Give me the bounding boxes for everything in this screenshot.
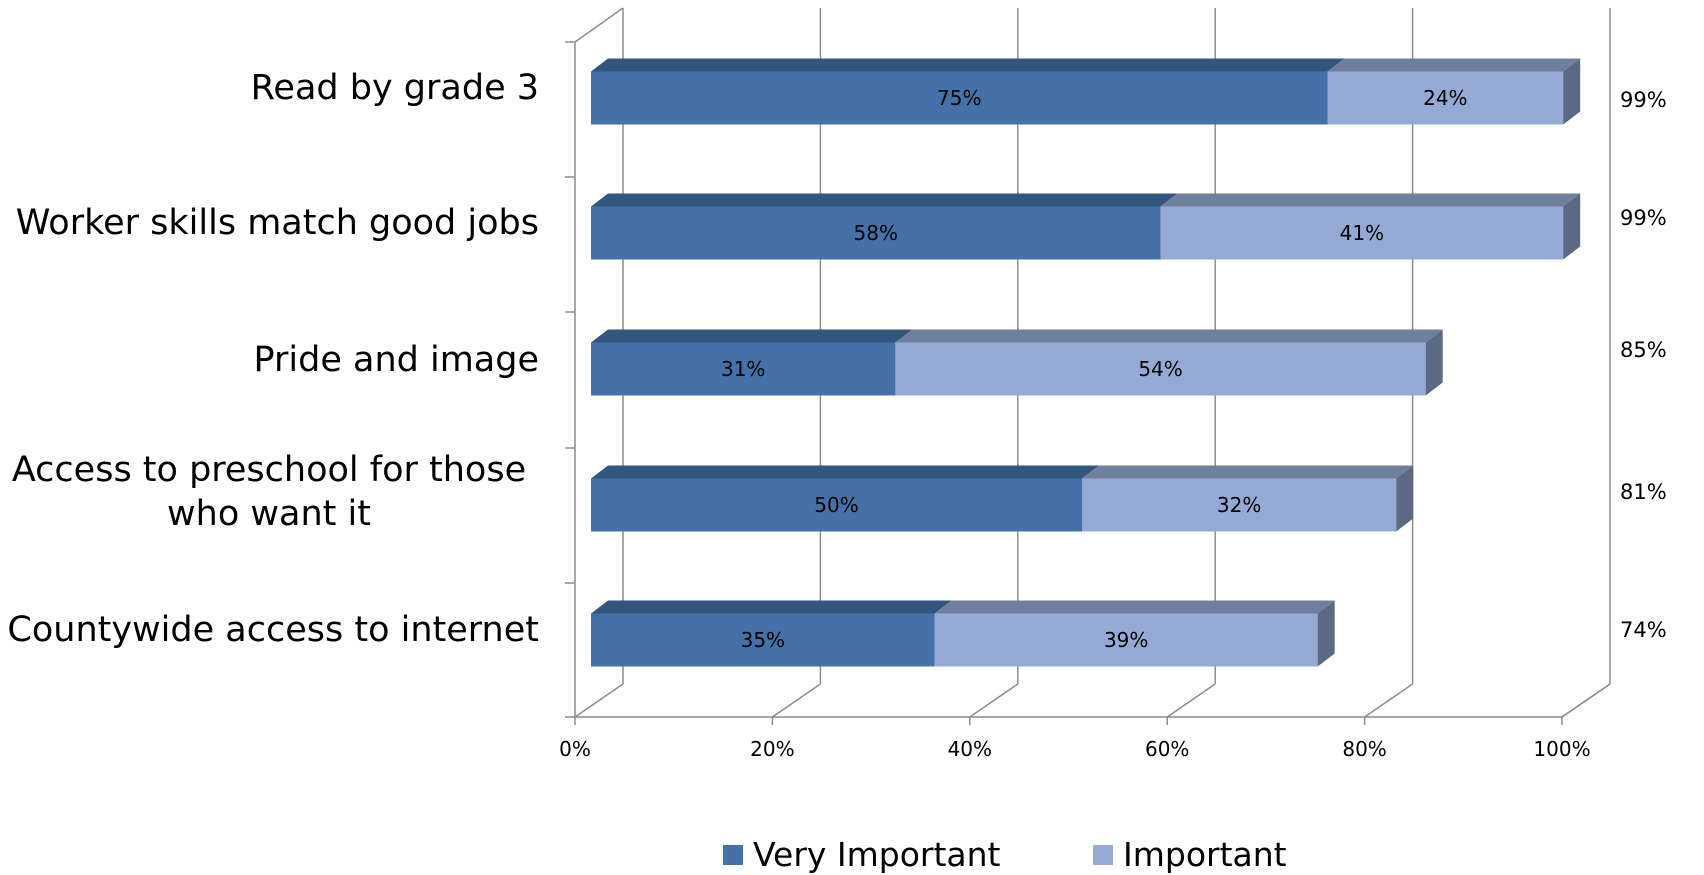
data-label: 39%	[1104, 628, 1148, 652]
bar-important	[1082, 478, 1397, 532]
gridline-floor	[771, 683, 821, 718]
x-tick-label: 60%	[1145, 737, 1189, 761]
legend-label-very-important: Very Important	[753, 835, 1001, 874]
x-axis-ticks: 0% 20% 40% 60% 80% 100%	[559, 737, 1590, 761]
data-label: 54%	[1138, 357, 1182, 381]
x-tick-label: 20%	[750, 737, 794, 761]
legend-swatch-very-important	[723, 844, 743, 865]
legend: Very Important Important	[0, 835, 1704, 875]
data-label: 50%	[814, 493, 858, 517]
total-label: 85%	[1620, 338, 1667, 362]
gridline-floor	[1166, 683, 1216, 718]
bar-side	[1563, 58, 1581, 125]
bar-very-important	[591, 342, 896, 396]
bar-top-very-important	[591, 329, 913, 343]
gridline-floor	[969, 683, 1019, 718]
total-label: 99%	[1620, 88, 1667, 112]
category-label: Countywide access to internet	[7, 610, 539, 650]
bar-important	[1327, 71, 1564, 125]
bar-top-important	[1082, 465, 1414, 479]
category-label: Worker skills match good jobs	[15, 203, 539, 243]
data-label: 24%	[1423, 86, 1467, 110]
bar-top-important	[1160, 193, 1581, 207]
bar-top-very-important	[591, 193, 1178, 207]
data-label: 32%	[1217, 493, 1261, 517]
legend-item-very-important: Very Important	[723, 835, 1001, 874]
data-label: 75%	[937, 86, 981, 110]
category-label: Read by grade 3	[250, 68, 539, 108]
total-label: 99%	[1620, 206, 1667, 230]
bar-important	[895, 342, 1426, 396]
x-tick-label: 40%	[948, 737, 992, 761]
data-label: 35%	[741, 628, 785, 652]
bar-top-important	[934, 600, 1335, 614]
bar-very-important	[591, 478, 1082, 532]
x-tick-label: 0%	[559, 737, 591, 761]
bar-side	[1396, 465, 1414, 532]
bar-side	[1425, 329, 1443, 396]
x-tick-label: 80%	[1342, 737, 1386, 761]
bar-top-important	[895, 329, 1443, 343]
data-label: 31%	[721, 357, 765, 381]
bar-top-very-important	[591, 58, 1345, 72]
wall-top-edge	[574, 7, 624, 43]
total-label: 74%	[1620, 618, 1667, 642]
bar-very-important	[591, 206, 1161, 260]
data-label: 41%	[1340, 221, 1384, 245]
bar-important	[934, 613, 1318, 667]
bar-important	[1160, 206, 1564, 260]
bar-side	[1317, 600, 1335, 667]
bars: 75% 24% 58% 41% 31% 54% 50% 32% 35% 39%	[591, 58, 1581, 667]
bar-top-very-important	[591, 465, 1099, 479]
gridline-floor	[1364, 683, 1414, 718]
legend-item-important: Important	[1093, 835, 1287, 874]
legend-label-important: Important	[1123, 835, 1287, 874]
category-label: Pride and image	[253, 340, 539, 380]
bar-top-important	[1327, 58, 1581, 72]
bar-side	[1563, 193, 1581, 260]
category-label: Access to preschool for those who want i…	[11, 450, 527, 534]
bar-very-important	[591, 613, 935, 667]
data-label: 58%	[854, 221, 898, 245]
gridline-floor	[574, 683, 624, 718]
x-tick-label: 100%	[1533, 737, 1590, 761]
total-label: 81%	[1620, 480, 1667, 504]
bar-top-very-important	[591, 600, 952, 614]
floor-right-edge	[1561, 683, 1611, 718]
bar-very-important	[591, 71, 1328, 125]
legend-swatch-important	[1093, 844, 1113, 865]
